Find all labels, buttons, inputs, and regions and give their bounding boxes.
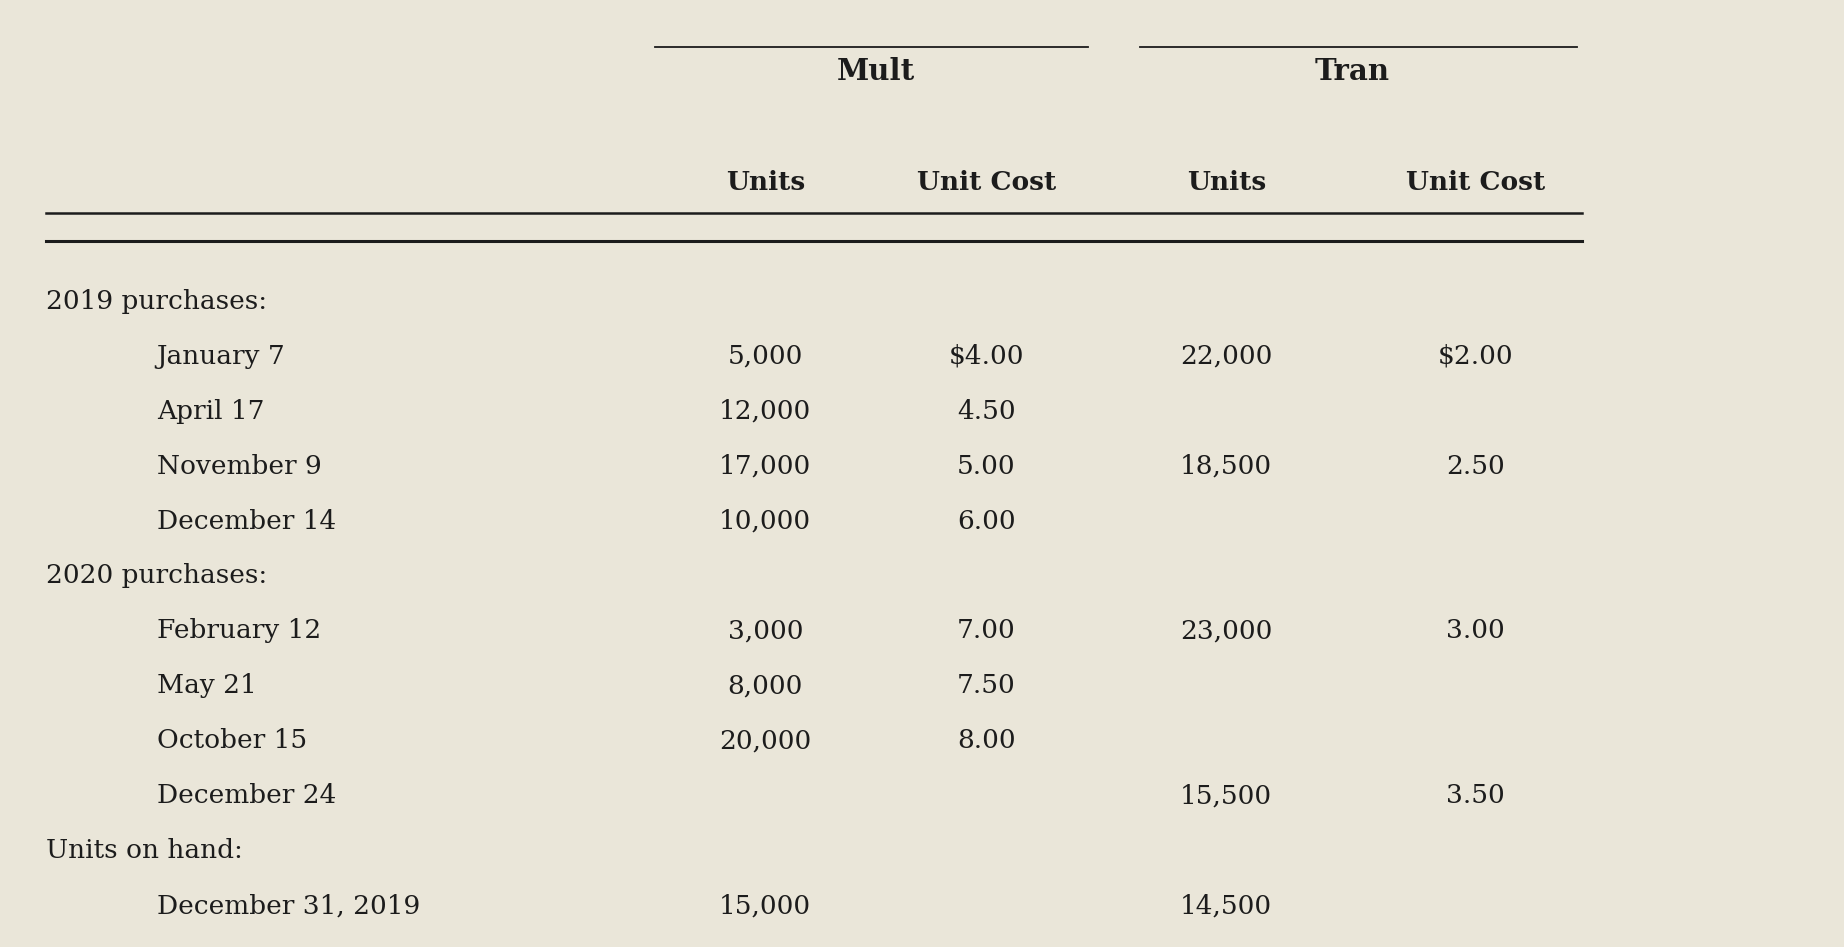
Text: Unit Cost: Unit Cost — [1405, 170, 1545, 195]
Text: 4.50: 4.50 — [957, 399, 1016, 423]
Text: 5,000: 5,000 — [728, 344, 802, 368]
Text: 7.00: 7.00 — [957, 618, 1016, 643]
Text: 10,000: 10,000 — [719, 509, 811, 533]
Text: Units: Units — [1188, 170, 1265, 195]
Text: 5.00: 5.00 — [957, 454, 1016, 478]
Text: December 31, 2019: December 31, 2019 — [157, 893, 420, 918]
Text: $2.00: $2.00 — [1436, 344, 1514, 368]
Text: $4.00: $4.00 — [950, 344, 1023, 368]
Text: Units: Units — [727, 170, 804, 195]
Text: 23,000: 23,000 — [1180, 618, 1272, 643]
Text: 12,000: 12,000 — [719, 399, 811, 423]
Text: 8.00: 8.00 — [957, 728, 1016, 753]
Text: 17,000: 17,000 — [719, 454, 811, 478]
Text: 2019 purchases:: 2019 purchases: — [46, 289, 267, 313]
Text: 8,000: 8,000 — [728, 673, 802, 698]
Text: Mult: Mult — [837, 57, 915, 86]
Text: February 12: February 12 — [157, 618, 321, 643]
Text: May 21: May 21 — [157, 673, 256, 698]
Text: December 24: December 24 — [157, 783, 336, 808]
Text: 15,500: 15,500 — [1180, 783, 1272, 808]
Text: December 14: December 14 — [157, 509, 336, 533]
Text: 2.50: 2.50 — [1446, 454, 1505, 478]
Text: 7.50: 7.50 — [957, 673, 1016, 698]
Text: 22,000: 22,000 — [1180, 344, 1272, 368]
Text: 20,000: 20,000 — [719, 728, 811, 753]
Text: Tran: Tran — [1315, 57, 1389, 86]
Text: 3.00: 3.00 — [1446, 618, 1505, 643]
Text: 3.50: 3.50 — [1446, 783, 1505, 808]
Text: 6.00: 6.00 — [957, 509, 1016, 533]
Text: January 7: January 7 — [157, 344, 286, 368]
Text: April 17: April 17 — [157, 399, 264, 423]
Text: 3,000: 3,000 — [728, 618, 802, 643]
Text: 2020 purchases:: 2020 purchases: — [46, 563, 267, 588]
Text: November 9: November 9 — [157, 454, 321, 478]
Text: 14,500: 14,500 — [1180, 893, 1272, 918]
Text: Unit Cost: Unit Cost — [916, 170, 1057, 195]
Text: October 15: October 15 — [157, 728, 306, 753]
Text: 15,000: 15,000 — [719, 893, 811, 918]
Text: 18,500: 18,500 — [1180, 454, 1272, 478]
Text: Units on hand:: Units on hand: — [46, 838, 243, 863]
